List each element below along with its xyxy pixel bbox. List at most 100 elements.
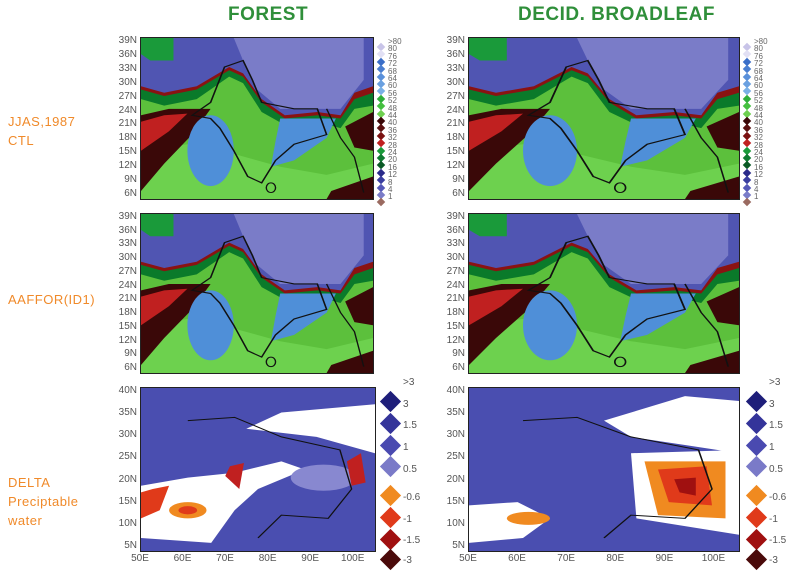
latitude-tick-label: 25N [118,451,137,463]
latitude-tick-label: 6N [124,362,137,373]
latitude-tick-label: 33N [118,238,137,250]
latitude-tick-label: 35N [118,407,137,419]
legend-label: 24 [754,148,763,157]
legend-label: 60 [388,81,397,91]
longitude-tick-label: 50E [131,553,149,564]
legend-label: 1.5 [769,420,783,431]
legend-label: 1 [754,192,759,202]
map-field [141,38,373,199]
latitude-tick-label: 24N [446,104,465,116]
legend-label: 12 [388,170,397,180]
legend-label: 76 [754,51,763,61]
latitude-tick-label: 12N [118,160,137,172]
legend-label: 56 [388,88,397,98]
legend-label: 20 [388,155,397,165]
row-label-line: CTL [8,133,35,148]
legend-label: -0.6 [769,492,787,503]
legend-label: -3 [403,555,412,566]
latitude-tick-label: 30N [118,429,137,441]
latitude-tick-label: 30N [446,252,465,264]
latitude-tick-label: 27N [118,265,137,277]
map-field [469,388,739,551]
latitude-tick-label: 24N [118,104,137,116]
latitude-tick-label: 33N [118,62,137,74]
latitude-tick-label: 21N [118,293,137,305]
legend-swatch [379,455,402,478]
legend-swatch [745,528,768,551]
map-field [469,214,739,373]
legend-label: 0.5 [769,464,783,475]
map-forest-aaffor [140,213,374,374]
legend-label: 8 [754,177,759,187]
map-field [469,38,739,199]
legend-label: -0.6 [403,492,421,503]
legend-swatch [379,506,402,529]
legend-label: 48 [754,103,763,113]
latitude-tick-label: 6N [452,362,465,373]
legend-swatch [379,390,402,413]
row-label-line: water [8,513,43,528]
latitude-tick-label: 36N [118,48,137,60]
legend-label: -3 [769,555,778,566]
legend-label: 48 [388,103,397,113]
legend-swatch [745,434,768,457]
longitude-tick-label: 60E [173,553,192,564]
latitude-tick-label: 18N [446,307,465,319]
longitude-tick-label: 100E [341,553,365,564]
legend-label: 4 [754,185,759,194]
legend-label: >80 [388,37,402,46]
latitude-tick-label: 18N [446,132,465,144]
legend-label: 72 [388,59,397,69]
legend-label: 32 [388,133,397,143]
latitude-tick-label: 9N [124,174,137,186]
latitude-tick-label: 5N [452,540,465,551]
latitude-tick-label: 20N [446,473,465,485]
latitude-tick-label: 10N [118,517,137,529]
latitude-tick-label: 39N [446,211,465,222]
legend-label: 0.5 [403,464,417,475]
legend-label: 56 [754,88,763,98]
map-field [141,214,373,373]
longitude-tick-label: 60E [508,553,526,564]
legend-label: 28 [754,140,763,150]
row-label-ctl: JJAS,1987 CTL [8,112,75,150]
legend-swatch [379,484,402,507]
legend-label: -1.5 [403,535,421,546]
legend-swatch [379,528,402,551]
latitude-tick-label: 27N [446,265,465,277]
legend-label: 72 [754,59,763,69]
latitude-tick-label: 39N [118,35,137,46]
legend-label: 44 [388,111,397,120]
latitude-tick-label: 9N [452,174,465,186]
map-broadleaf-delta [468,387,740,552]
legend-label: 32 [754,133,763,143]
latitude-tick-label: 24N [118,279,137,291]
latitude-tick-label: 6N [452,188,465,199]
legend-label: >3 [403,377,415,388]
latitude-tick-label: 9N [452,348,465,360]
latitude-tick-label: 21N [446,118,465,130]
latitude-tick-label: 12N [118,334,137,346]
legend-label: 76 [388,51,397,61]
latitude-tick-label: 18N [118,132,137,144]
legend-label: 3 [769,399,775,410]
legend-label: 1 [403,442,409,453]
legend-swatch [745,506,768,529]
latitude-tick-label: 35N [446,407,465,419]
legend-label: 52 [754,96,763,106]
latitude-tick-label: 30N [446,429,465,441]
latitude-tick-label: 27N [446,90,465,102]
longitude-tick-label: 50E [459,553,477,564]
longitude-tick-label: 100E [701,553,726,564]
latitude-tick-label: 30N [118,76,137,88]
row-label-aaffor: AAFFOR(ID1) [8,290,95,309]
legend-label: 52 [388,96,397,106]
legend-label: 3 [403,399,409,410]
row-label-line: Preciptable [8,494,79,509]
legend-label: 40 [388,118,397,128]
legend-swatch [379,412,402,435]
longitude-tick-label: 90E [655,553,674,564]
map-broadleaf-aaffor [468,213,740,374]
legend-swatch [379,434,402,457]
legend-label: 16 [388,162,397,172]
